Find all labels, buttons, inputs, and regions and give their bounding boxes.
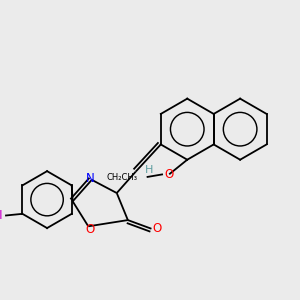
Text: CH₂CH₃: CH₂CH₃ [107, 172, 138, 182]
Text: I: I [0, 209, 3, 222]
Text: O: O [165, 168, 174, 181]
Text: H: H [145, 165, 153, 175]
Text: O: O [152, 222, 161, 235]
Text: N: N [86, 172, 94, 184]
Text: O: O [85, 223, 95, 236]
